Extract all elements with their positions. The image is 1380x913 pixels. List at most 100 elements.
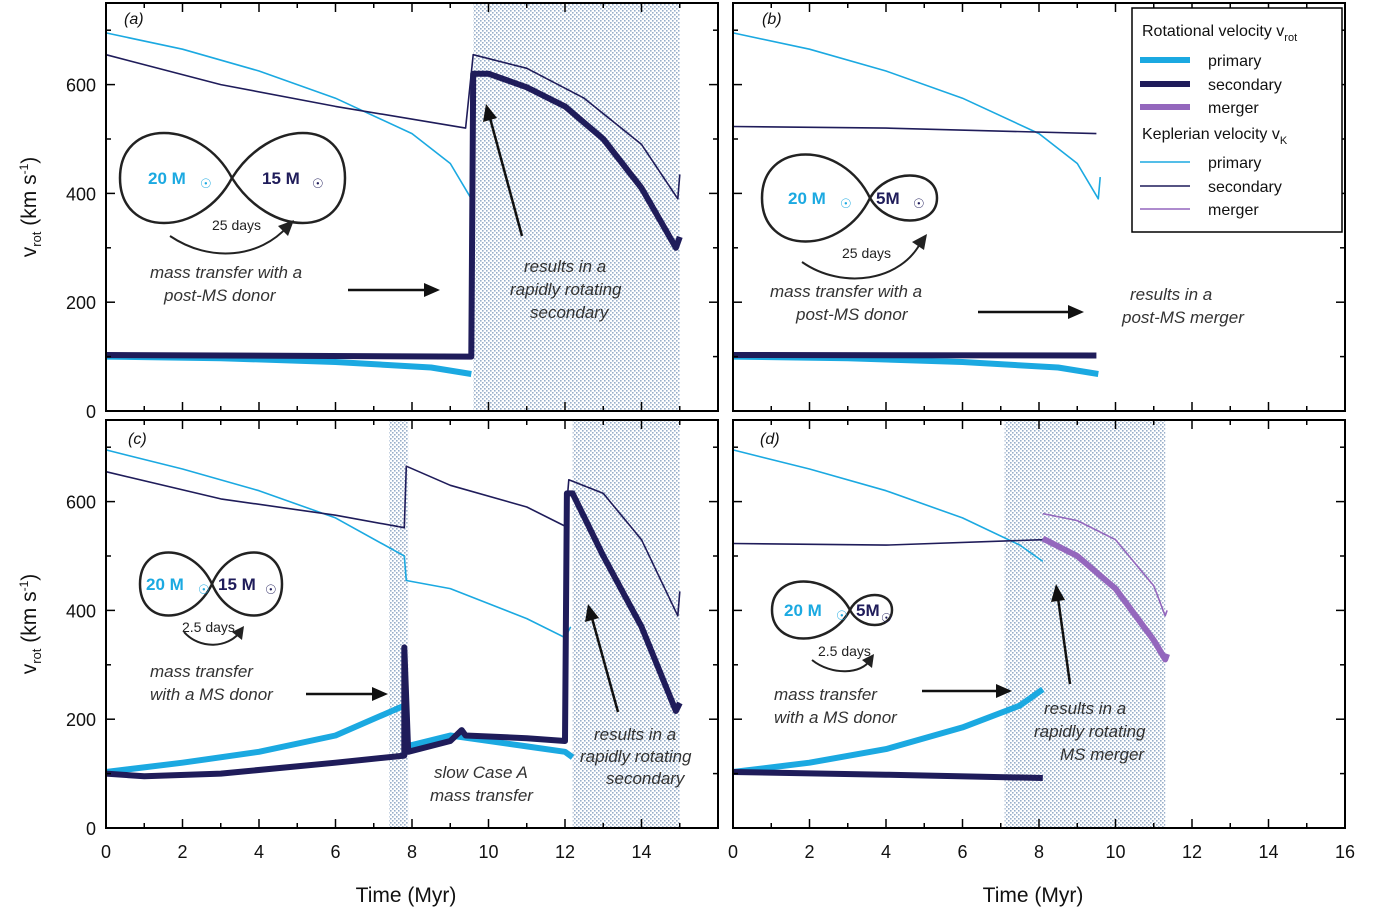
legend-entry: secondary (1208, 77, 1282, 94)
orbital-period: 2.5 days (182, 619, 235, 635)
y-axis-title: vrot (km s-1) (17, 157, 44, 258)
annotation-line: post-MS donor (795, 305, 909, 324)
keplerian-velocity-primary-line (105, 32, 474, 200)
legend-entry: secondary (1208, 179, 1282, 196)
primary-mass-label: 20 M (148, 169, 186, 188)
y-tick-label: 600 (66, 76, 96, 96)
roche-lobe-outline (770, 580, 894, 640)
y-tick-label: 200 (66, 293, 96, 313)
x-tick-label: 8 (407, 842, 417, 862)
x-tick-label: 6 (330, 842, 340, 862)
annotation-line: mass transfer (430, 786, 534, 805)
secondary-mass-label: 5M (856, 601, 880, 620)
annotation-arrowhead (424, 283, 440, 297)
keplerian-velocity-secondary-line (105, 53, 681, 200)
y-tick-label: 600 (66, 493, 96, 513)
panel-label: (d) (760, 431, 780, 448)
sun-symbol: ☉ (198, 583, 210, 598)
x-tick-label: 2 (177, 842, 187, 862)
keplerian-velocity-secondary-line (732, 538, 1043, 546)
orbit-arrow (169, 225, 289, 255)
annotation-line: post-MS merger (1121, 308, 1245, 327)
keplerian-velocity-secondary-line (732, 125, 1097, 135)
annotation-line: results in a (1130, 285, 1212, 304)
rotational-velocity-secondary-line (732, 352, 1097, 359)
x-tick-label: 16 (1335, 842, 1355, 862)
orbital-period: 25 days (842, 245, 891, 261)
panel-c: 0 2 4 6 8 10 12 14 0 200 400 600 (c) 20 M ☉ 15 M ☉ … (66, 419, 719, 862)
rotational-velocity-primary-line (732, 353, 1099, 377)
annotation-arrowhead (1051, 584, 1065, 602)
y-axis-title: vrot (km s-1) (17, 574, 44, 675)
keplerian-velocity-primary-line (732, 449, 1044, 563)
annotation-arrowhead (996, 684, 1012, 698)
annotation-arrowhead (483, 104, 497, 122)
legend-entry: merger (1208, 100, 1259, 117)
x-tick-label: 10 (478, 842, 498, 862)
keplerian-velocity-merger-line (1042, 512, 1168, 617)
annotation-line: results in a (1044, 699, 1126, 718)
annotation-line: with a MS donor (150, 685, 274, 704)
y-tick-label: 200 (66, 710, 96, 730)
secondary-mass-label: 5M (876, 189, 900, 208)
orbital-period: 2.5 days (818, 643, 871, 659)
y-tick-label: 400 (66, 184, 96, 204)
keplerian-velocity-secondary-line (105, 465, 681, 617)
keplerian-velocity-primary-line (732, 32, 1101, 200)
annotation-line: secondary (530, 303, 610, 322)
panel-a: 0 200 400 600 (a) 20 M ☉ 15 M ☉ 25 days mas… (66, 2, 719, 422)
annotation-line: results in a (594, 725, 676, 744)
sun-symbol: ☉ (913, 197, 925, 212)
primary-mass-label: 20 M (788, 189, 826, 208)
annotation-line: rapidly rotating (510, 280, 622, 299)
x-tick-label: 10 (1105, 842, 1125, 862)
primary-mass-label: 20 M (146, 575, 184, 594)
orbit-arrowhead (862, 654, 874, 668)
orbit-arrowhead (912, 234, 927, 250)
annotation-line: post-MS donor (163, 286, 277, 305)
x-tick-label: 12 (555, 842, 575, 862)
x-axis-title: Time (Myr) (983, 884, 1084, 907)
sun-symbol: ☉ (881, 611, 892, 625)
mass-transfer-shaded-region (473, 3, 680, 411)
orbit-arrow (811, 659, 871, 673)
keplerian-velocity-primary-line (105, 449, 572, 639)
binary-diagram: 20 M ☉ 15 M ☉ 2.5 days (138, 551, 284, 646)
orbit-arrowhead (232, 626, 244, 640)
sun-symbol: ☉ (840, 197, 852, 212)
x-tick-label: 12 (1182, 842, 1202, 862)
annotation-line: slow Case A (434, 763, 528, 782)
rotational-velocity-primary-line (732, 686, 1045, 775)
primary-mass-label: 20 M (784, 601, 822, 620)
y-tick-label: 400 (66, 601, 96, 621)
legend-title: Keplerian velocity vK (1142, 126, 1288, 147)
x-tick-label: 4 (881, 842, 891, 862)
annotation-arrowhead (585, 604, 599, 622)
annotation-line: mass transfer with a (770, 282, 922, 301)
x-tick-label: 0 (728, 842, 738, 862)
legend-title: Rotational velocity vrot (1142, 23, 1297, 44)
legend: Rotational velocity vrot primary seconda… (1131, 7, 1343, 233)
binary-diagram: 20 M ☉ 5M ☉ 2.5 days (770, 580, 894, 673)
legend-entry: merger (1208, 202, 1259, 219)
binary-diagram: 20 M ☉ 15 M ☉ 25 days (118, 131, 347, 255)
sun-symbol: ☉ (265, 583, 277, 598)
svg-text:vrot (km s-1): vrot (km s-1) (17, 157, 44, 258)
svg-text:vrot (km s-1): vrot (km s-1) (17, 574, 44, 675)
mass-transfer-shaded-region (572, 420, 680, 828)
panel-b: (b) 20 M ☉ 5M ☉ 25 days mass transfer wi… (732, 2, 1346, 412)
annotation-arrow (1056, 597, 1072, 685)
annotation-line: secondary (606, 769, 686, 788)
annotation-arrowhead (372, 687, 388, 701)
annotation-arrow (488, 117, 524, 237)
annotation-line: mass transfer (774, 685, 878, 704)
annotation-arrow (590, 617, 620, 713)
sun-symbol: ☉ (312, 177, 324, 192)
orbit-arrow (183, 631, 241, 646)
rotational-velocity-secondary-line (105, 70, 683, 360)
legend-entry: primary (1208, 155, 1261, 172)
x-axis-title: Time (Myr) (356, 884, 457, 907)
y-tick-label: 0 (86, 819, 96, 839)
sun-symbol: ☉ (836, 609, 848, 624)
panel-label: (b) (762, 11, 782, 28)
